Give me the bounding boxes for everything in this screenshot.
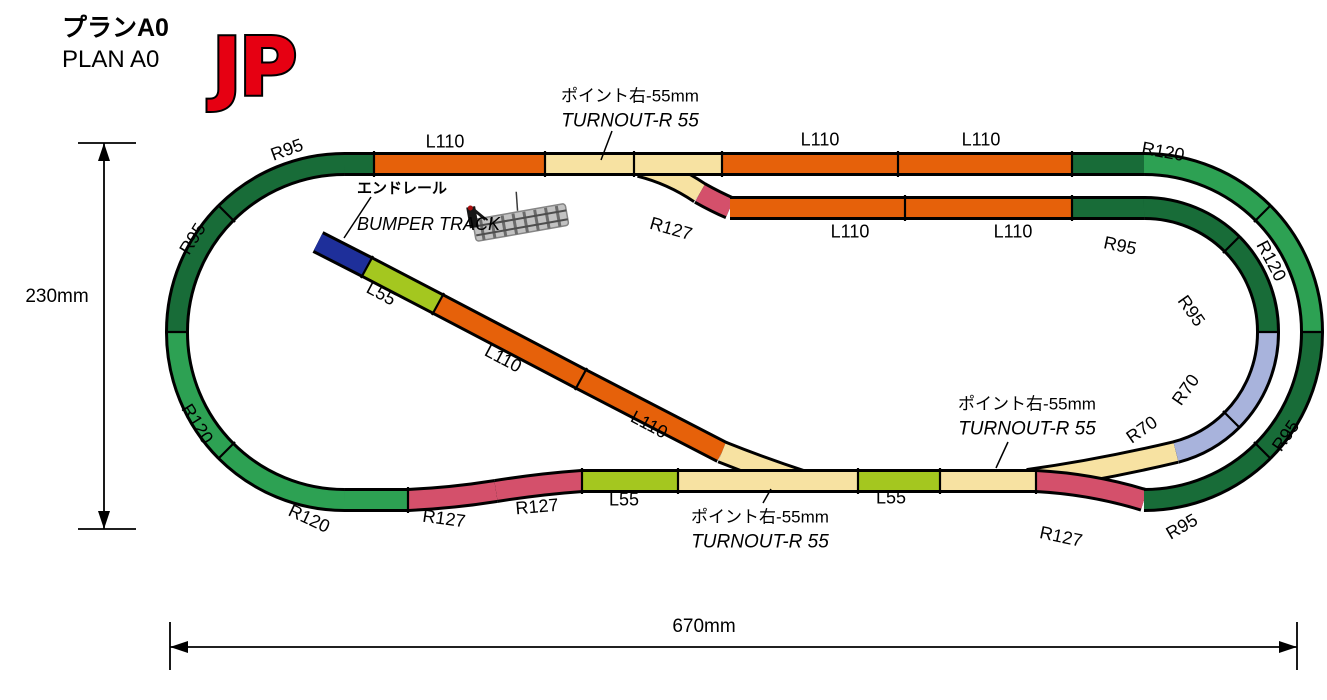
arrow-left xyxy=(170,641,188,653)
turnout-label-jp: ポイント右-55mm xyxy=(958,394,1096,414)
bumper-annotation: エンドレール BUMPER TRACK xyxy=(357,177,500,235)
track-piece-dividers xyxy=(165,151,1324,513)
piece-divider xyxy=(1222,235,1241,254)
arrow-down xyxy=(98,511,110,529)
arrow-up xyxy=(98,143,110,161)
plan-title-japanese: プランA0 xyxy=(62,14,169,42)
width-dimension-label: 670mm xyxy=(672,616,736,637)
track-piece-label: L110 xyxy=(830,221,870,242)
track-segment xyxy=(167,206,233,333)
track-segment xyxy=(1256,206,1322,333)
track-segment xyxy=(1173,413,1239,461)
piece-divider xyxy=(360,255,374,279)
annotation-leader-lines xyxy=(343,130,1009,504)
arrow-right xyxy=(1279,641,1297,653)
track-segment xyxy=(313,233,372,276)
track-piece-label: L55 xyxy=(875,487,907,508)
track-piece-label: L55 xyxy=(608,489,640,510)
photo-ties xyxy=(479,205,562,241)
track-segment xyxy=(576,371,727,460)
leader-turnout-bottom xyxy=(762,488,772,504)
track-piece-label: L110 xyxy=(800,129,840,150)
track-segment xyxy=(494,472,583,500)
turnout-label-en: TURNOUT-R 55 xyxy=(691,531,829,553)
turnout-annotation-bottom: ポイント右-55mm TURNOUT-R 55 xyxy=(691,503,829,554)
track-segment xyxy=(433,296,586,387)
track-segment xyxy=(1225,331,1278,427)
bumper-track-photo xyxy=(466,191,570,242)
piece-divider xyxy=(1222,410,1241,429)
bumper-label-en: BUMPER TRACK xyxy=(357,214,501,234)
turnout-label-jp: ポイント右-55mm xyxy=(561,86,699,106)
plan-title-english: PLAN A0 xyxy=(62,46,160,73)
photo-detail xyxy=(515,191,519,211)
track-segment xyxy=(1143,444,1270,510)
piece-divider xyxy=(1253,204,1272,223)
piece-divider xyxy=(574,367,588,391)
piece-divider xyxy=(1253,441,1272,460)
photo-buffer-strut xyxy=(471,207,487,221)
track-piece-label: L110 xyxy=(961,129,1001,150)
track-segment xyxy=(1143,198,1239,251)
photo-buffer-marker xyxy=(467,205,473,211)
track-piece-label: R127 xyxy=(514,494,560,519)
leader-turnout-right xyxy=(995,441,1009,469)
jp-logo: JP xyxy=(207,21,295,114)
leader-bumper xyxy=(343,196,372,239)
photo-rails xyxy=(474,209,568,237)
dimension-arrowheads xyxy=(98,143,1297,653)
height-dimension-label: 230mm xyxy=(25,286,89,307)
track-segment xyxy=(1225,237,1278,333)
piece-divider xyxy=(217,204,236,223)
track-segment xyxy=(1256,331,1322,458)
track-layout xyxy=(164,151,1325,513)
track-piece-label: L110 xyxy=(993,221,1033,242)
track-segment xyxy=(1143,154,1270,220)
bumper-label-jp: エンドレール xyxy=(357,180,448,197)
track-segment xyxy=(219,154,346,220)
track-segment xyxy=(695,185,734,217)
track-segment xyxy=(219,444,346,510)
turnout-label-jp: ポイント右-55mm xyxy=(691,507,829,527)
turnout-label-en: TURNOUT-R 55 xyxy=(561,110,699,132)
track-piece-label: L110 xyxy=(425,131,465,152)
piece-divider xyxy=(431,292,445,316)
track-segment xyxy=(167,331,233,458)
track-segment xyxy=(407,482,498,509)
turnout-label-en: TURNOUT-R 55 xyxy=(958,418,1096,440)
track-segment xyxy=(1035,472,1147,509)
piece-divider xyxy=(217,441,236,460)
turnout-annotation-top: ポイント右-55mm TURNOUT-R 55 xyxy=(561,82,699,133)
turnout-annotation-right: ポイント右-55mm TURNOUT-R 55 xyxy=(958,390,1096,441)
dimension-lines xyxy=(78,142,1298,670)
leader-turnout-top xyxy=(600,130,613,161)
track-segment xyxy=(362,259,443,312)
